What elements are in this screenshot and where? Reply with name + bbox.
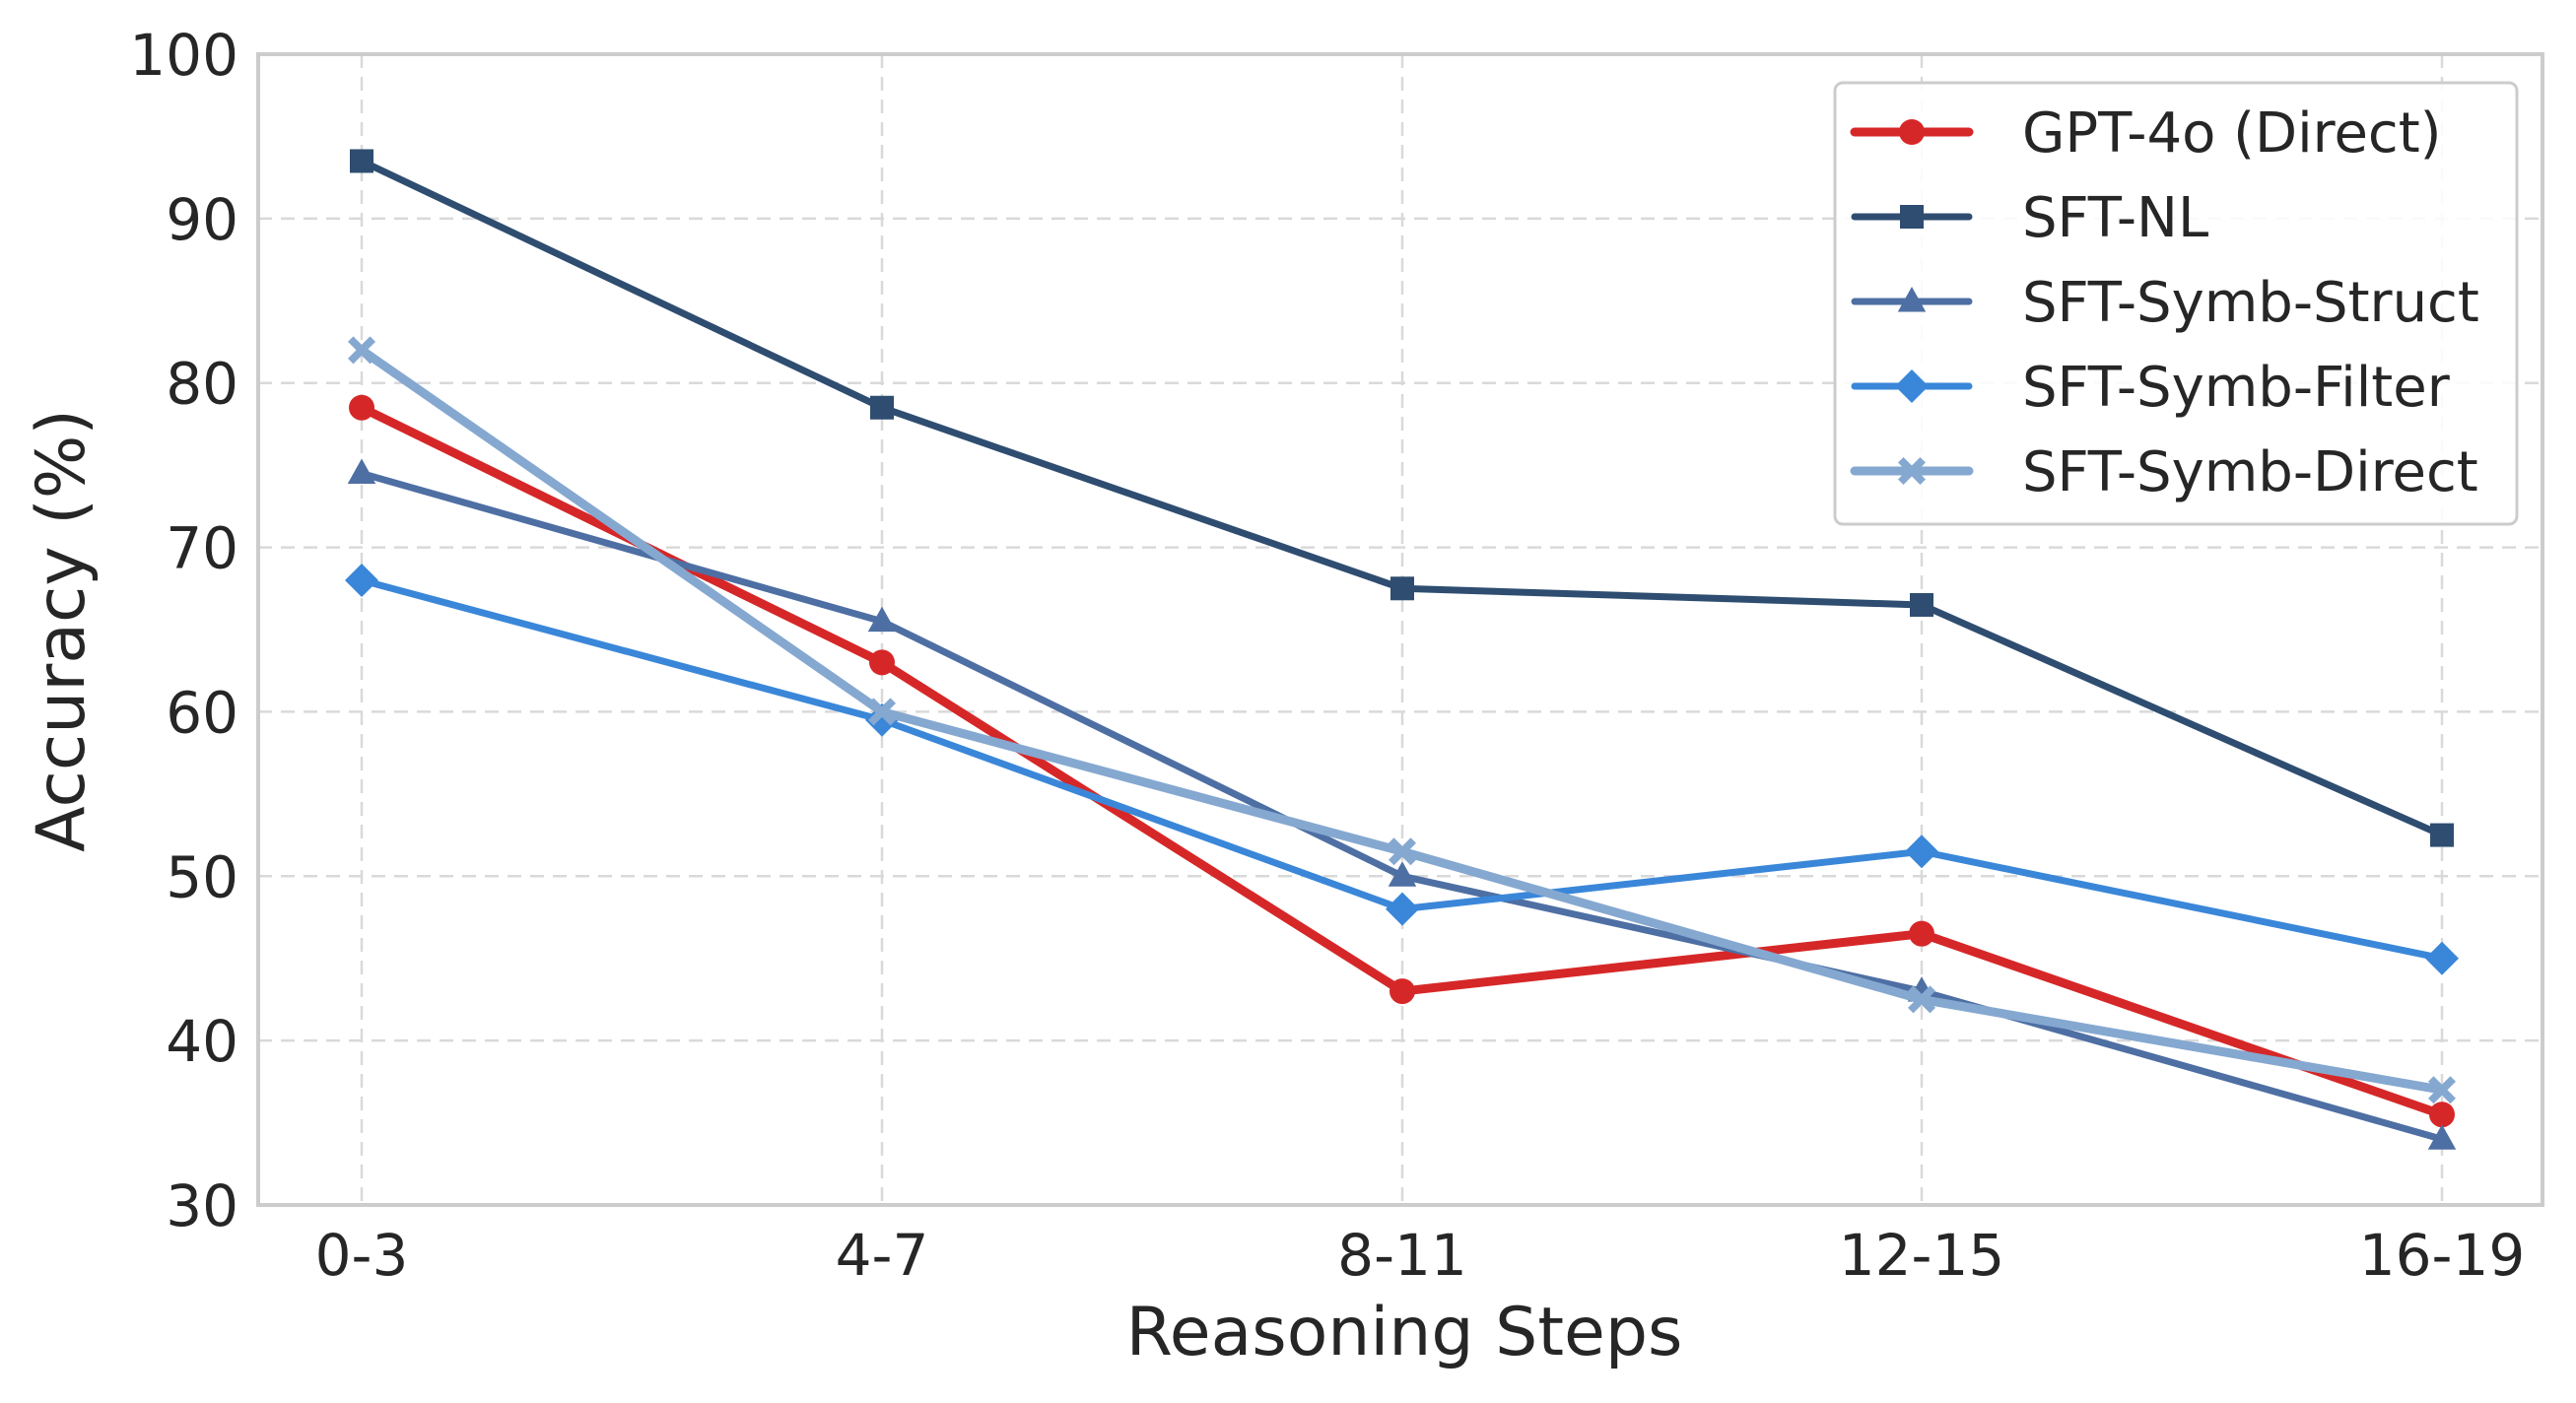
y-tick-label: 100 [129,22,238,89]
y-tick-label: 30 [166,1172,238,1239]
y-tick-label: 60 [166,679,238,746]
data-point [2430,823,2454,847]
x-tick-label: 4-7 [836,1222,929,1289]
x-tick-label: 0-3 [315,1222,409,1289]
y-tick-label: 50 [166,843,238,910]
data-point [1386,892,1419,926]
data-point [1910,592,1933,617]
data-point [349,394,374,421]
legend-label: SFT-Symb-Struct [2022,271,2479,335]
data-point [348,336,375,365]
data-point [1909,920,1934,947]
data-point [350,149,373,173]
series-0 [349,394,2455,1128]
plot-frame [256,52,2544,1207]
data-point [347,458,376,484]
data-point [1390,978,1415,1005]
data-point [345,563,378,597]
data-point [1905,835,1938,869]
series-4 [348,336,2456,1104]
series [345,149,2459,1150]
x-axis-title: Reasoning Steps [1126,1294,1683,1371]
data-point [2429,1102,2455,1128]
legend-item: SFT-Symb-Direct [1850,440,2478,504]
legend-item: SFT-NL [1851,186,2208,250]
y-tick-label: 70 [166,515,238,582]
y-tick-label: 80 [166,351,238,418]
legend-marker [1900,205,1924,229]
x-tick-label: 12-15 [1839,1222,2005,1289]
data-point [2428,1076,2456,1104]
data-point [2427,1124,2457,1150]
data-point [1388,861,1417,887]
legend-label: SFT-Symb-Filter [2022,356,2451,420]
y-tick-label: 40 [166,1008,238,1075]
legend-item: SFT-Symb-Filter [1851,356,2451,420]
legend-item: GPT-4o (Direct) [1850,101,2442,166]
legend-label: GPT-4o (Direct) [2022,101,2442,166]
series-3 [345,563,2459,975]
data-point [868,698,896,726]
series-1 [350,149,2454,847]
legend-label: SFT-Symb-Direct [2022,440,2478,504]
data-point [1389,837,1416,866]
data-point [1390,576,1414,601]
data-point [867,606,897,633]
legend-item: SFT-Symb-Struct [1851,271,2479,335]
x-tick-label: 16-19 [2359,1222,2526,1289]
legend-marker [1899,119,1925,145]
legend: GPT-4o (Direct) SFT-NL SFT-Symb-Struct SFT-… [1833,81,2519,526]
legend-box [1833,81,2519,526]
legend-marker [1897,287,1927,312]
y-axis-title: Accuracy (%) [23,409,101,852]
x-axis-ticks: 0-3 4-7 8-11 12-15 16-19 [315,1222,2526,1289]
legend-marker [1895,369,1929,403]
data-point [1908,985,1935,1014]
data-point [870,395,894,420]
x-tick-label: 8-11 [1337,1222,1467,1289]
data-point [2425,941,2459,975]
legend-label: SFT-NL [2022,186,2208,250]
y-axis-ticks: 30 40 50 60 70 80 90 100 [129,22,238,1239]
y-tick-label: 90 [166,186,238,253]
legend-marker [1898,457,1926,485]
series-2 [347,458,2457,1150]
data-point [869,649,895,676]
